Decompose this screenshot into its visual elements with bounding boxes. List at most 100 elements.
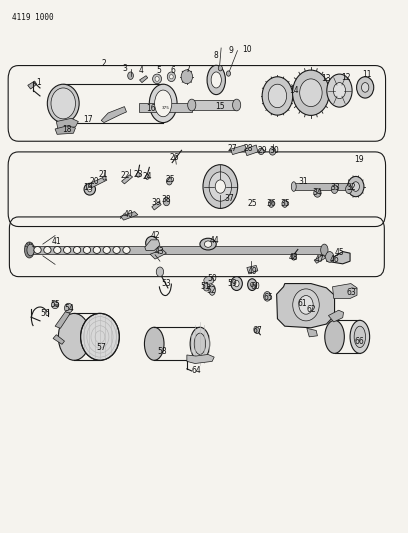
Text: 31: 31 — [298, 177, 308, 185]
Text: 19: 19 — [83, 183, 93, 192]
Text: 13: 13 — [322, 75, 331, 83]
Ellipse shape — [200, 238, 216, 250]
Polygon shape — [307, 328, 317, 337]
Text: 18: 18 — [62, 125, 71, 134]
Text: 14: 14 — [289, 86, 299, 95]
Text: 5: 5 — [157, 66, 162, 75]
Ellipse shape — [299, 295, 313, 314]
Ellipse shape — [53, 246, 61, 253]
Ellipse shape — [47, 84, 79, 123]
Ellipse shape — [153, 74, 162, 84]
Text: 26: 26 — [170, 154, 180, 162]
Text: 45: 45 — [335, 248, 344, 257]
Polygon shape — [277, 284, 335, 328]
Polygon shape — [120, 212, 138, 220]
Text: 60: 60 — [250, 282, 260, 291]
Ellipse shape — [149, 84, 177, 123]
Ellipse shape — [348, 176, 364, 197]
Ellipse shape — [145, 174, 149, 179]
Text: 4: 4 — [138, 66, 143, 75]
Polygon shape — [231, 145, 247, 155]
Ellipse shape — [155, 76, 159, 82]
Text: 27: 27 — [228, 144, 237, 152]
Ellipse shape — [73, 246, 81, 253]
Ellipse shape — [264, 292, 271, 301]
Text: 1: 1 — [36, 78, 41, 87]
Text: 51: 51 — [201, 282, 211, 291]
Polygon shape — [101, 107, 126, 123]
Ellipse shape — [167, 72, 175, 82]
Text: 44: 44 — [209, 237, 219, 245]
Ellipse shape — [331, 185, 338, 193]
Text: 40: 40 — [124, 210, 133, 219]
Ellipse shape — [299, 79, 322, 107]
Text: 24: 24 — [143, 173, 153, 181]
Text: 15: 15 — [215, 102, 225, 111]
Text: 20: 20 — [89, 177, 99, 185]
Ellipse shape — [268, 84, 286, 108]
Ellipse shape — [166, 177, 172, 185]
Text: 36: 36 — [266, 199, 276, 208]
Text: 47: 47 — [314, 255, 324, 263]
Ellipse shape — [293, 289, 319, 321]
Ellipse shape — [64, 303, 73, 313]
Ellipse shape — [58, 313, 90, 360]
Polygon shape — [56, 118, 78, 129]
Ellipse shape — [327, 74, 352, 107]
Text: 10: 10 — [242, 45, 252, 54]
Ellipse shape — [181, 70, 193, 84]
Ellipse shape — [262, 77, 293, 115]
Text: 9: 9 — [228, 46, 233, 55]
Text: 6: 6 — [171, 66, 176, 75]
Text: =: = — [52, 302, 58, 308]
Ellipse shape — [155, 90, 172, 117]
Bar — [139, 103, 192, 112]
Text: 32: 32 — [347, 183, 357, 192]
Ellipse shape — [144, 327, 164, 360]
Ellipse shape — [255, 327, 259, 334]
Ellipse shape — [314, 189, 321, 197]
Ellipse shape — [24, 242, 34, 258]
Ellipse shape — [84, 183, 95, 195]
Ellipse shape — [350, 320, 370, 353]
Text: 17: 17 — [83, 116, 93, 124]
Ellipse shape — [226, 71, 231, 76]
Polygon shape — [314, 255, 326, 263]
Text: 22: 22 — [121, 172, 131, 180]
Ellipse shape — [215, 180, 225, 193]
Text: 38: 38 — [162, 196, 171, 204]
Text: 12: 12 — [341, 73, 351, 82]
Ellipse shape — [361, 83, 369, 92]
Ellipse shape — [136, 172, 140, 177]
Text: 52: 52 — [206, 286, 216, 295]
Text: 50: 50 — [207, 274, 217, 282]
Text: 66: 66 — [355, 337, 365, 345]
Text: 29: 29 — [257, 146, 267, 155]
Polygon shape — [122, 175, 133, 184]
Ellipse shape — [211, 72, 222, 88]
Ellipse shape — [51, 88, 75, 119]
Ellipse shape — [194, 333, 206, 354]
Text: 30: 30 — [269, 146, 279, 155]
Ellipse shape — [333, 83, 346, 99]
Ellipse shape — [207, 65, 226, 95]
Ellipse shape — [88, 187, 92, 192]
Bar — [192, 100, 237, 110]
Text: 8: 8 — [214, 52, 219, 60]
Text: 46: 46 — [330, 255, 339, 263]
Ellipse shape — [251, 282, 254, 287]
Ellipse shape — [34, 246, 41, 253]
Ellipse shape — [27, 244, 34, 256]
Ellipse shape — [233, 99, 241, 111]
Ellipse shape — [209, 172, 232, 201]
Bar — [294, 183, 347, 190]
Text: 33: 33 — [330, 183, 340, 192]
Ellipse shape — [234, 280, 239, 287]
Ellipse shape — [326, 252, 334, 262]
Ellipse shape — [146, 237, 158, 249]
Polygon shape — [150, 249, 166, 259]
Ellipse shape — [103, 176, 106, 180]
Ellipse shape — [163, 197, 170, 206]
Text: 11: 11 — [362, 70, 372, 79]
Ellipse shape — [268, 200, 274, 207]
